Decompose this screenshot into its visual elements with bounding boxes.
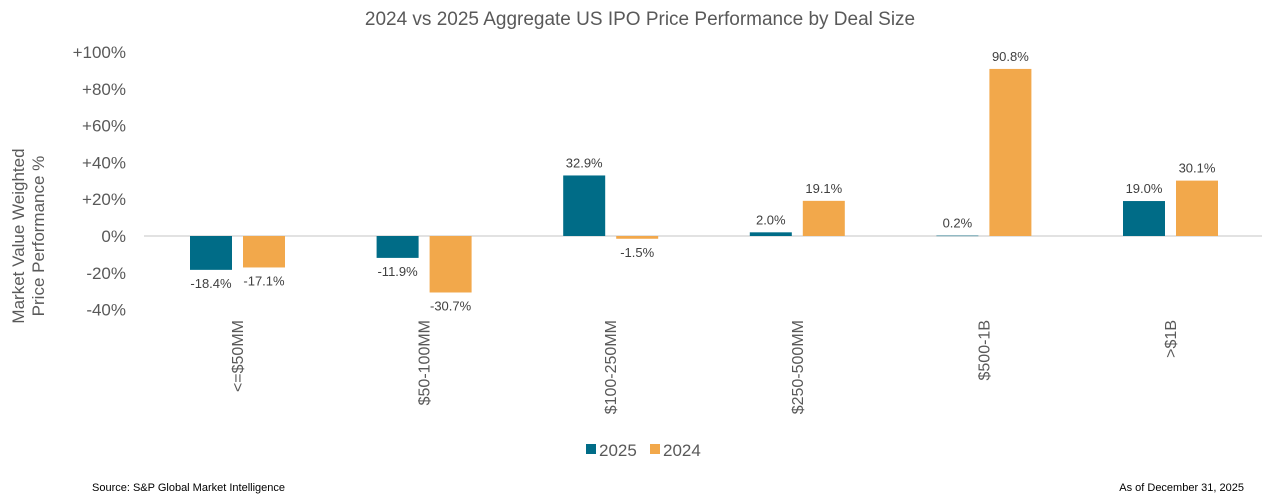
bar-2025	[376, 236, 419, 258]
legend-label-2024: 2024	[663, 441, 701, 460]
y-tick-label: 0%	[101, 227, 126, 246]
data-label-2025: 2.0%	[756, 212, 786, 227]
data-label-2024: -17.1%	[243, 273, 285, 288]
y-tick-label: +20%	[82, 190, 126, 209]
data-label-2024: -1.5%	[620, 245, 654, 260]
data-label-2025: -11.9%	[377, 264, 418, 279]
bar-2024	[616, 236, 659, 239]
bar-2025	[749, 232, 792, 236]
data-label-2025: 0.2%	[943, 216, 973, 231]
data-label-2025: -18.4%	[190, 276, 232, 291]
chart-title: 2024 vs 2025 Aggregate US IPO Price Perf…	[365, 9, 915, 30]
bar-2025	[1123, 201, 1165, 236]
bar-2024	[243, 236, 285, 268]
source-note: Source: S&P Global Market Intelligence	[92, 482, 286, 494]
y-axis-title-line: Market Value Weighted	[9, 148, 28, 323]
bar-2025	[563, 175, 606, 236]
bar-2025	[190, 236, 232, 270]
bar-2024	[802, 200, 845, 236]
data-label-2025: 32.9%	[566, 155, 603, 170]
x-tick-label: $250-500MM	[790, 320, 807, 414]
x-tick-label: >$1B	[1163, 320, 1180, 358]
x-tick-label: $100-250MM	[603, 320, 620, 414]
y-tick-label: -40%	[86, 301, 126, 320]
x-tick-label: $50-100MM	[417, 320, 434, 405]
as-of-date: As of December 31, 2025	[1119, 482, 1244, 494]
y-axis-title: Market Value WeightedPrice Performance %	[9, 148, 48, 323]
legend-swatch-2025	[586, 444, 596, 454]
x-tick-label: <=$50MM	[230, 320, 247, 392]
y-axis-title-line: Price Performance %	[29, 156, 48, 317]
data-label-2025: 19.0%	[1126, 181, 1163, 196]
y-tick-label: +100%	[73, 43, 126, 62]
data-label-2024: 19.1%	[805, 181, 842, 196]
bar-2024	[429, 236, 472, 293]
data-label-2024: 90.8%	[992, 49, 1029, 64]
bar-2024	[989, 68, 1032, 236]
bar-2025	[936, 235, 979, 237]
data-label-2024: -30.7%	[430, 298, 472, 313]
y-tick-label: +80%	[82, 80, 126, 99]
y-tick-label: -20%	[86, 264, 126, 283]
legend-swatch-2024	[650, 444, 660, 454]
bar-2024	[1176, 180, 1218, 236]
legend-label-2025: 2025	[599, 441, 637, 460]
x-tick-label: $500-1B	[976, 320, 993, 381]
y-tick-label: +40%	[82, 153, 126, 172]
data-label-2024: 30.1%	[1179, 161, 1216, 176]
y-tick-label: +60%	[82, 117, 126, 136]
